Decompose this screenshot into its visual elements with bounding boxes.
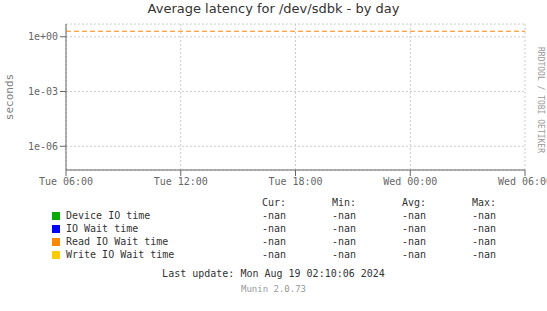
svg-text:1e-06: 1e-06 (28, 141, 58, 152)
html-text:-nan: -nan (331, 210, 356, 221)
svg-text:Wed 06:00: Wed 06:00 (498, 176, 539, 187)
html-text:Average latency for /dev/sdbk: Average latency for /dev/sdbk - by day (147, 1, 400, 16)
html-text:Device IO time: Device IO time (66, 210, 151, 221)
svg-text:Tue 18:00: Tue 18:00 (268, 176, 322, 187)
html-text:-nan: -nan (261, 210, 286, 221)
html-text:Last update: Mon Aug 19 02:10:: Last update: Mon Aug 19 02:10:06 2024 (162, 268, 385, 279)
html-text:-nan: -nan (331, 249, 356, 260)
html-text:-nan: -nan (261, 236, 286, 247)
html-text:-nan: -nan (401, 249, 426, 260)
html-text:Write IO Wait time: Write IO Wait time (66, 249, 175, 260)
html-text:-nan: -nan (401, 236, 426, 247)
svg-text:Tue 06:00: Tue 06:00 (39, 176, 93, 187)
html-text:Munin 2.0.73: Munin 2.0.73 (241, 284, 306, 294)
svg-text:1e+00: 1e+00 (28, 31, 58, 42)
html-text:-nan: -nan (331, 223, 356, 234)
html-text:RRDTOOL / TOBI OETIKER: RRDTOOL / TOBI OETIKER (536, 47, 545, 153)
html-text:Read IO Wait time: Read IO Wait time (66, 236, 169, 247)
svg-text:Tue 12:00: Tue 12:00 (154, 176, 208, 187)
html-text:-nan: -nan (471, 210, 496, 221)
svg-text:Wed 00:00: Wed 00:00 (383, 176, 437, 187)
html-text:-nan: -nan (331, 236, 356, 247)
html-text:Min:: Min: (331, 197, 356, 208)
svg-text:1e-03: 1e-03 (28, 86, 58, 97)
html-text:Cur:: Cur: (261, 197, 286, 208)
html-text:-nan: -nan (471, 249, 496, 260)
html-text:-nan: -nan (401, 223, 426, 234)
html-text:-nan: -nan (261, 223, 286, 234)
html-text:-nan: -nan (471, 223, 496, 234)
html-text:Max:: Max: (471, 197, 496, 208)
html-text:-nan: -nan (401, 210, 426, 221)
html-text:Avg:: Avg: (401, 197, 426, 208)
svg-text:seconds: seconds (8, 74, 16, 120)
html-text:-nan: -nan (471, 236, 496, 247)
html-text:IO Wait time: IO Wait time (66, 223, 139, 234)
html-text:-nan: -nan (261, 249, 286, 260)
